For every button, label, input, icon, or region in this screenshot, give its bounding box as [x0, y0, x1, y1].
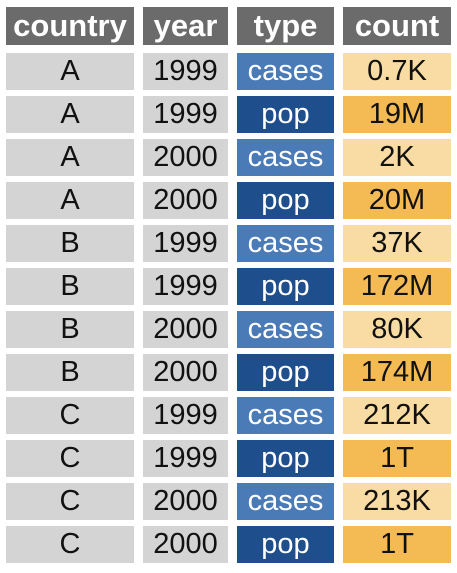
cell-type: pop [237, 182, 334, 219]
cell-country: C [6, 440, 134, 477]
cell-type: cases [237, 139, 334, 176]
cell-type: pop [237, 526, 334, 563]
header-count: count [343, 7, 451, 45]
cell-country: B [6, 225, 134, 262]
data-table: country year type count A 1999 cases 0.7… [6, 7, 451, 569]
cell-count: 213K [343, 483, 451, 520]
cell-count: 19M [343, 96, 451, 133]
cell-year: 1999 [143, 397, 228, 434]
cell-country: A [6, 53, 134, 90]
cell-country: B [6, 311, 134, 348]
cell-type: cases [237, 225, 334, 262]
header-year: year [143, 7, 228, 45]
cell-count: 212K [343, 397, 451, 434]
cell-country: B [6, 354, 134, 391]
header-country: country [6, 7, 134, 45]
cell-year: 1999 [143, 53, 228, 90]
cell-country: C [6, 526, 134, 563]
cell-year: 2000 [143, 354, 228, 391]
cell-country: C [6, 483, 134, 520]
cell-year: 2000 [143, 526, 228, 563]
cell-country: A [6, 182, 134, 219]
cell-count: 80K [343, 311, 451, 348]
cell-year: 1999 [143, 440, 228, 477]
cell-count: 2K [343, 139, 451, 176]
cell-count: 0.7K [343, 53, 451, 90]
cell-type: cases [237, 397, 334, 434]
cell-type: cases [237, 311, 334, 348]
cell-type: cases [237, 53, 334, 90]
header-type: type [237, 7, 334, 45]
cell-country: A [6, 139, 134, 176]
cell-type: pop [237, 354, 334, 391]
cell-country: B [6, 268, 134, 305]
cell-year: 1999 [143, 96, 228, 133]
cell-type: pop [237, 440, 334, 477]
cell-type: cases [237, 483, 334, 520]
cell-country: C [6, 397, 134, 434]
cell-year: 2000 [143, 311, 228, 348]
cell-year: 2000 [143, 139, 228, 176]
cell-count: 174M [343, 354, 451, 391]
cell-country: A [6, 96, 134, 133]
cell-count: 1T [343, 440, 451, 477]
cell-type: pop [237, 96, 334, 133]
cell-year: 1999 [143, 225, 228, 262]
cell-year: 2000 [143, 182, 228, 219]
cell-year: 2000 [143, 483, 228, 520]
cell-count: 20M [343, 182, 451, 219]
cell-type: pop [237, 268, 334, 305]
cell-count: 172M [343, 268, 451, 305]
cell-count: 37K [343, 225, 451, 262]
cell-count: 1T [343, 526, 451, 563]
cell-year: 1999 [143, 268, 228, 305]
